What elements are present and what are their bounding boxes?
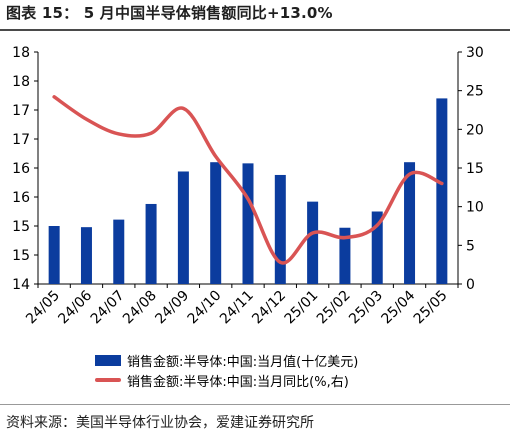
chart-area: 14 15 15 16 16 17 17 18 18 0 5 10 15 20 25 30 24/0524/06…	[12, 45, 484, 328]
legend-label-line: 销售金额:半导体:中国:当月同比(%,右)	[127, 374, 349, 390]
left-tick-label: 14	[12, 277, 30, 293]
footer-divider	[0, 404, 510, 405]
legend-item-bar: 销售金额:半导体:中国:当月值(十亿美元)	[95, 350, 415, 370]
x-tick-label: 25/05	[411, 288, 451, 328]
legend-item-line: 销售金额:半导体:中国:当月同比(%,右)	[95, 370, 415, 390]
right-tick-label: 10	[466, 200, 484, 216]
left-tick-label: 17	[12, 103, 30, 119]
bar-24/11	[242, 163, 254, 284]
legend-swatch-bar	[95, 354, 121, 366]
left-tick-label: 18	[12, 74, 30, 90]
x-tick-label: 25/02	[314, 288, 354, 328]
bar-25/01	[307, 201, 319, 284]
right-tick-label: 30	[466, 45, 484, 61]
source-note: 资料来源：美国半导体行业协会，爱建证券研究所	[6, 415, 314, 431]
left-tick-label: 16	[12, 190, 30, 206]
x-tick-label: 24/06	[55, 287, 95, 327]
bar-series	[48, 98, 448, 285]
legend-swatch-line	[95, 378, 121, 382]
x-tick-label: 24/09	[152, 288, 192, 328]
left-tick-label: 17	[12, 132, 30, 148]
chart-title: 图表 15： 5 月中国半导体销售额同比+13.0%	[6, 4, 333, 22]
x-tick-label: 25/03	[346, 288, 386, 328]
bar-25/05	[436, 98, 448, 285]
legend-label-bar: 销售金额:半导体:中国:当月值(十亿美元)	[127, 354, 359, 370]
line-series	[52, 95, 444, 265]
right-tick-label: 25	[466, 84, 484, 100]
bar-25/04	[404, 162, 416, 284]
title-divider	[0, 29, 510, 31]
bar-24/08	[145, 203, 157, 284]
right-tick-label: 15	[466, 161, 484, 177]
bar-24/09	[177, 171, 189, 284]
right-tick-label: 0	[466, 277, 475, 293]
left-tick-label: 15	[12, 219, 30, 235]
bar-24/07	[113, 219, 125, 284]
left-tick-label: 16	[12, 161, 30, 177]
bar-24/06	[80, 227, 92, 284]
x-tick-label: 25/04	[379, 287, 419, 327]
x-tick-label: 25/01	[282, 288, 322, 328]
x-tick-label: 24/08	[120, 288, 160, 328]
x-tick-label: 24/12	[249, 288, 289, 328]
x-tick-label: 24/11	[217, 288, 257, 328]
bar-24/12	[274, 174, 286, 284]
x-tick-label: 24/07	[88, 288, 128, 328]
left-tick-label: 18	[12, 45, 30, 61]
bar-25/02	[339, 227, 351, 284]
left-tick-label: 15	[12, 248, 30, 264]
right-tick-label: 20	[466, 122, 484, 138]
legend: 销售金额:半导体:中国:当月值(十亿美元) 销售金额:半导体:中国:当月同比(%…	[95, 350, 415, 390]
bar-25/03	[371, 211, 383, 284]
x-tick-label: 24/05	[23, 288, 63, 328]
right-tick-label: 5	[466, 238, 475, 254]
x-tick-label: 24/10	[185, 288, 225, 328]
bar-24/10	[210, 162, 222, 284]
bar-24/05	[48, 226, 60, 284]
